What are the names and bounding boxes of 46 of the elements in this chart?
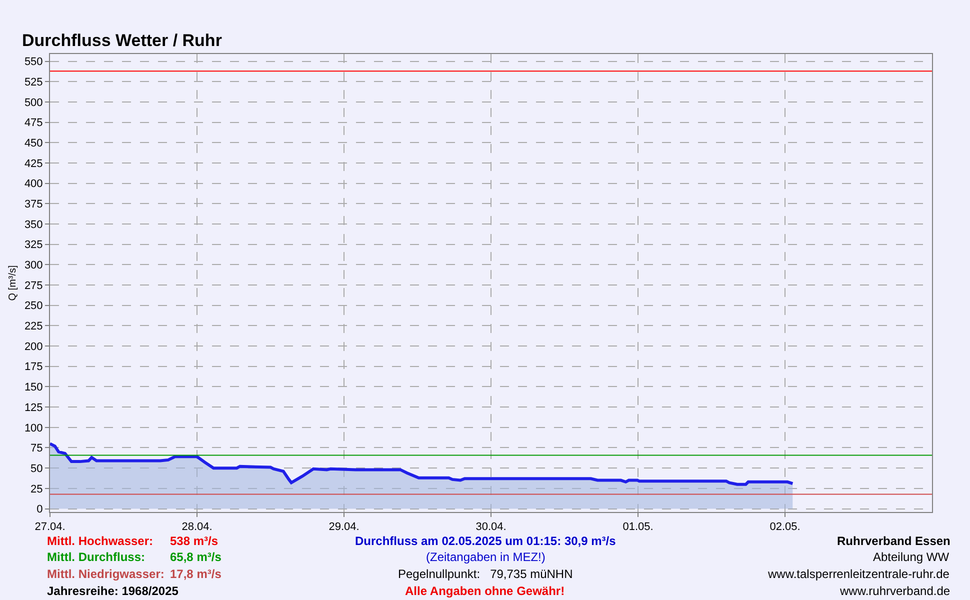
y-tick-label: 400 (24, 178, 43, 190)
y-tick-label: 50 (30, 462, 43, 475)
text: Mittl. Niedrigwasser: (47, 567, 164, 581)
y-tick-label: 225 (24, 320, 43, 333)
y-tick-label: 25 (30, 483, 43, 496)
y-tick-label: 475 (24, 117, 43, 130)
text: Ruhrverband Essen (837, 534, 950, 548)
text: 538 m³/s (170, 534, 218, 548)
text: Durchfluss am 02.05.2025 um 01:15: 30,9 m³/s (355, 534, 616, 548)
text: Abteilung WW (873, 550, 950, 564)
y-tick-label: 350 (24, 218, 43, 231)
x-tick-label: 28.04. (182, 521, 212, 534)
x-tick-label: 01.05. (622, 521, 654, 534)
y-tick-label: 0 (36, 504, 43, 516)
y-tick-label: 425 (24, 158, 43, 170)
y-tick-label: 150 (24, 382, 43, 394)
y-tick-label: 250 (24, 300, 43, 312)
text: www.talsperrenleitzentrale-ruhr.de (767, 567, 950, 581)
text: 65,8 m³/s (170, 550, 222, 564)
y-tick-label: 100 (24, 422, 43, 434)
y-tick-label: 525 (24, 76, 43, 89)
y-tick-label: 75 (30, 442, 43, 455)
text: www.ruhrverband.de (839, 584, 950, 598)
text: Mittl. Hochwasser: (47, 534, 154, 548)
y-tick-label: 375 (24, 198, 43, 211)
x-tick-label: 29.04. (328, 521, 360, 534)
chart-title: Durchfluss Wetter / Ruhr (22, 30, 222, 50)
text: 17,8 m³/s (170, 567, 222, 581)
y-tick-label: 550 (24, 56, 43, 68)
text: Mittl. Durchfluss: (47, 550, 145, 564)
x-tick-label: 30.04. (476, 521, 506, 534)
text: Pegelnullpunkt: 79,735 müNHN (398, 567, 573, 581)
y-tick-label: 275 (24, 280, 43, 292)
x-tick-label: 02.05. (770, 521, 800, 534)
y-tick-label: 325 (24, 239, 43, 252)
y-tick-label: 300 (24, 260, 43, 272)
text: Jahresreihe: 1968/2025 (47, 584, 179, 598)
text: (Zeitangaben in MEZ!) (426, 550, 546, 564)
x-tick-label: 27.04. (34, 521, 66, 534)
y-tick-label: 500 (24, 96, 43, 109)
y-tick-label: 125 (24, 402, 43, 414)
y-tick-label: 175 (24, 361, 43, 374)
y-tick-label: 200 (24, 340, 43, 353)
text: Alle Angaben ohne Gewähr! (405, 584, 565, 598)
y-axis-title: Q [m³/s] (7, 265, 18, 301)
y-tick-label: 450 (24, 138, 43, 150)
